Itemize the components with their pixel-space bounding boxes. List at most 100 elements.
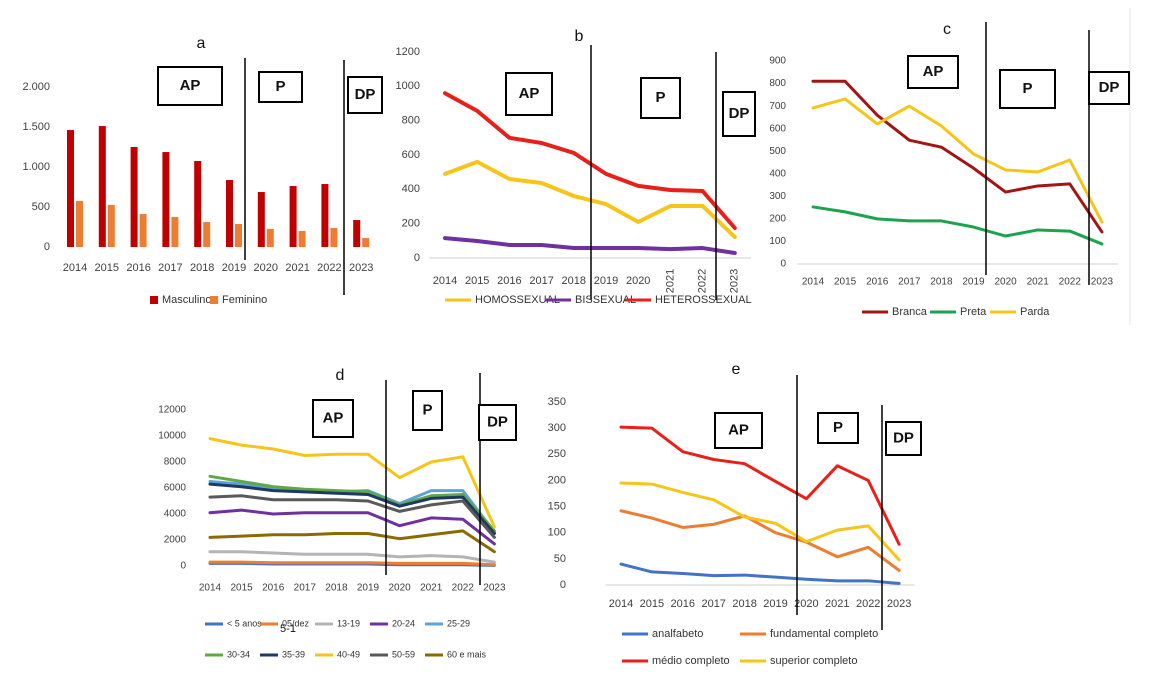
line — [208, 560, 496, 567]
y-tick-label: 100 — [548, 527, 566, 539]
line — [443, 91, 737, 230]
x-tick-label: 2018 — [930, 277, 953, 288]
x-tick-label: 2022 — [856, 598, 880, 610]
x-tick-label: 2017 — [701, 598, 725, 610]
y-tick-label: 8000 — [164, 457, 187, 468]
x-tick-label: 2023 — [483, 583, 506, 594]
x-tick-label: 2023 — [349, 262, 373, 274]
period-label: DP — [1099, 79, 1120, 96]
period-box — [640, 77, 681, 119]
line — [443, 159, 737, 240]
legend-label: < 5 anos — [227, 618, 262, 628]
x-tick-label: 2023 — [887, 598, 911, 610]
chart-title: c — [943, 21, 951, 38]
x-tick-label: 2014 — [802, 277, 825, 288]
x-tick-label: 2022 — [1059, 277, 1082, 288]
legend-label: 25-29 — [447, 618, 470, 628]
x-tick-label: 2019 — [222, 262, 246, 274]
period-box — [817, 412, 859, 444]
legend-label: Preta — [960, 306, 987, 318]
y-tick-label: 800 — [769, 78, 786, 89]
period-box — [505, 72, 553, 116]
x-tick-label: 2014 — [609, 598, 633, 610]
period-box — [157, 66, 223, 106]
x-tick-label: 2018 — [325, 583, 348, 594]
line — [619, 562, 901, 585]
x-tick-label: 2018 — [732, 598, 756, 610]
legend-label: médio completo — [652, 655, 730, 667]
line — [208, 550, 496, 564]
period-label: P — [1022, 80, 1032, 97]
line — [208, 482, 496, 535]
x-tick-label: 2015 — [230, 583, 253, 594]
period-label: DP — [355, 86, 376, 103]
bar — [235, 224, 242, 247]
period-box — [258, 71, 303, 103]
y-tick-label: 12000 — [158, 405, 186, 416]
y-tick-label: 1.500 — [22, 121, 50, 133]
y-tick-label: 800 — [402, 115, 420, 127]
x-tick-label: 2020 — [254, 262, 278, 274]
bar — [130, 147, 138, 247]
y-tick-label: 900 — [769, 56, 786, 67]
x-tick-label: 2017 — [898, 277, 921, 288]
x-tick-label: 2016 — [671, 598, 695, 610]
period-box — [478, 404, 517, 441]
bar — [321, 184, 329, 247]
y-tick-label: 600 — [402, 149, 420, 161]
legend-label: 20-24 — [392, 618, 415, 628]
period-label: DP — [729, 105, 750, 122]
bar — [194, 161, 202, 247]
y-tick-label: 700 — [769, 101, 786, 112]
y-tick-label: 6000 — [164, 483, 187, 494]
line — [619, 481, 901, 562]
y-tick-label: 150 — [548, 500, 566, 512]
legend-label: 13-19 — [337, 618, 360, 628]
x-tick-label: 2016 — [866, 277, 889, 288]
period-box — [714, 412, 763, 449]
period-label: P — [275, 78, 285, 95]
bar — [171, 217, 179, 247]
x-tick-label: 2017 — [294, 583, 317, 594]
x-tick-label: 2021 — [664, 269, 676, 293]
y-tick-label: 350 — [548, 396, 566, 408]
chart-title: a — [197, 35, 206, 52]
y-tick-label: 4000 — [164, 509, 187, 520]
line — [811, 205, 1104, 246]
y-tick-label: 300 — [769, 191, 786, 202]
bar — [139, 214, 147, 247]
x-tick-label: 2019 — [962, 277, 985, 288]
legend-label: Parda — [1020, 306, 1050, 318]
x-tick-label: 2023 — [1091, 277, 1114, 288]
legend-label: 60 e mais — [447, 649, 487, 659]
period-box — [722, 91, 756, 137]
x-tick-label: 2022 — [452, 583, 475, 594]
legend-label: 30-34 — [227, 649, 250, 659]
y-tick-label: 2.000 — [22, 81, 50, 93]
line — [811, 97, 1104, 224]
x-tick-label: 2017 — [158, 262, 182, 274]
x-tick-label: 2019 — [763, 598, 787, 610]
x-tick-label: 2015 — [465, 275, 489, 287]
legend-label: superior completo — [770, 655, 857, 667]
y-tick-label: 500 — [32, 201, 50, 213]
legend-label: Masculino — [162, 294, 212, 306]
period-label: P — [422, 401, 432, 418]
x-tick-label: 2014 — [63, 262, 87, 274]
period-label: AP — [180, 77, 201, 94]
x-tick-label: 2021 — [285, 262, 309, 274]
bar — [67, 130, 74, 247]
chart-title: d — [336, 367, 345, 384]
period-box — [885, 421, 922, 456]
legend-label: 40-49 — [337, 649, 360, 659]
x-tick-label: 2023 — [729, 269, 741, 293]
period-box — [347, 76, 383, 114]
legend-label: HETEROSSEXUAL — [655, 294, 752, 306]
y-tick-label: 200 — [769, 214, 786, 225]
period-box — [412, 390, 443, 431]
bar — [362, 238, 370, 247]
x-tick-label: 2014 — [433, 275, 457, 287]
line — [208, 437, 496, 529]
